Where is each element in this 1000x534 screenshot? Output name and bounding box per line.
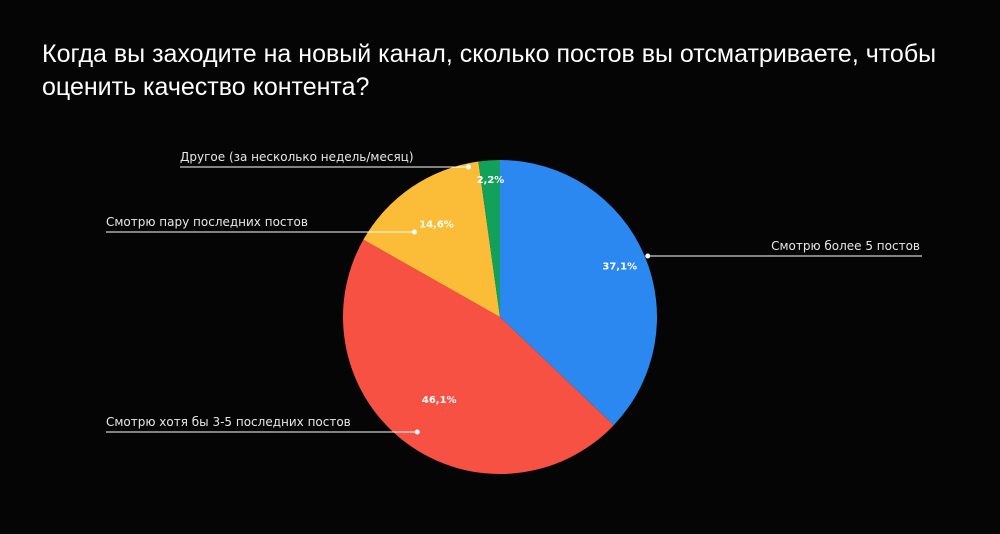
slice-value-label: 14,6% — [419, 220, 454, 231]
leader-dot — [414, 429, 420, 435]
slice-category-label: Другое (за несколько недель/месяц) — [180, 150, 414, 164]
pie-slice — [478, 160, 500, 317]
slice-value-label: 46,1% — [422, 395, 457, 406]
pie-slices — [342, 160, 657, 475]
leader-dot — [411, 229, 417, 235]
pie-slice — [500, 160, 657, 426]
slice-category-label: Смотрю пару последних постов — [106, 215, 308, 229]
slice-category-label: Смотрю хотя бы 3-5 последних постов — [106, 415, 351, 429]
chart-title: Когда вы заходите на новый канал, скольк… — [42, 40, 937, 101]
leader-dot — [645, 253, 651, 259]
slice-value-label: 2,2% — [477, 175, 505, 186]
pie-slice — [342, 239, 614, 475]
leader-lines — [106, 164, 922, 435]
slice-labels: 37,1% Смотрю более 5 постов 46,1% Смотрю хо… — [106, 150, 920, 429]
leader-dot — [465, 164, 471, 170]
slice-value-label: 37,1% — [602, 262, 637, 273]
pie-slice — [363, 161, 500, 317]
slice-category-label: Смотрю более 5 постов — [771, 239, 920, 253]
